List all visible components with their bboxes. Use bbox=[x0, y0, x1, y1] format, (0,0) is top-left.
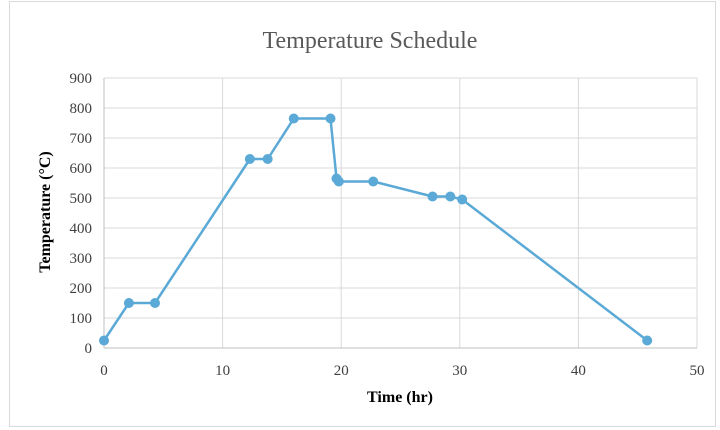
data-point bbox=[123, 298, 134, 308]
data-point bbox=[445, 191, 456, 202]
x-tick-label: 10 bbox=[215, 363, 230, 379]
y-tick-label: 900 bbox=[70, 71, 93, 87]
x-tick-label: 50 bbox=[690, 363, 705, 379]
y-tick-label: 100 bbox=[70, 311, 93, 327]
y-tick-label: 0 bbox=[85, 341, 93, 357]
data-point bbox=[368, 176, 379, 187]
x-tick-label: 0 bbox=[100, 363, 108, 379]
chart-frame bbox=[9, 1, 716, 427]
y-tick-label: 700 bbox=[70, 131, 93, 147]
y-tick-label: 500 bbox=[70, 191, 93, 207]
x-tick-label: 20 bbox=[334, 363, 349, 379]
data-point bbox=[427, 191, 438, 202]
tick-labels: 0 100 200 300 400 500 600 700 800 900 0 10 20 30 40 50 bbox=[70, 71, 705, 379]
data-series bbox=[99, 113, 653, 346]
grid-lines bbox=[104, 77, 698, 348]
x-tick-label: 40 bbox=[571, 363, 586, 379]
data-point bbox=[99, 335, 109, 346]
data-point bbox=[325, 113, 336, 124]
y-tick-label: 300 bbox=[70, 251, 93, 267]
chart-title: Temperature Schedule bbox=[263, 28, 478, 54]
x-axis-label: Time (hr) bbox=[367, 389, 433, 406]
data-point bbox=[262, 154, 273, 164]
data-point bbox=[149, 298, 160, 308]
y-tick-label: 200 bbox=[70, 281, 93, 297]
data-point bbox=[457, 194, 468, 205]
data-point bbox=[244, 154, 255, 164]
data-point bbox=[642, 335, 653, 346]
series-line bbox=[102, 117, 648, 342]
y-axis-label: Temperature (°C) bbox=[37, 151, 54, 272]
data-point bbox=[333, 176, 344, 187]
y-tick-label: 600 bbox=[70, 161, 93, 177]
y-tick-label: 800 bbox=[70, 101, 93, 117]
data-point bbox=[288, 113, 299, 124]
x-tick-label: 30 bbox=[452, 363, 467, 379]
axes bbox=[103, 78, 697, 349]
y-tick-label: 400 bbox=[70, 221, 93, 237]
